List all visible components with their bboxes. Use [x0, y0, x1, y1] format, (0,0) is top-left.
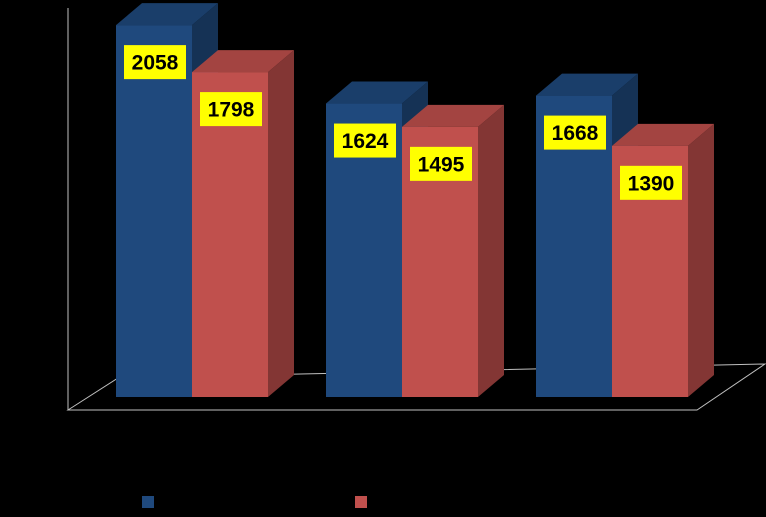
data-label-box [410, 146, 472, 181]
data-label-value: 1390 [628, 172, 675, 195]
data-label-value: 1624 [342, 130, 389, 153]
data-label-box [124, 45, 186, 80]
bar-top-face [612, 123, 714, 146]
bar-top-face [116, 3, 218, 26]
data-label-box [200, 92, 262, 127]
legend-swatch-series1 [142, 496, 154, 508]
bar-top-face [192, 50, 294, 73]
bar-front-face [116, 25, 192, 398]
bar-series2-cat1 [192, 50, 294, 397]
data-label-value: 1798 [208, 99, 255, 122]
data-label-box [544, 115, 606, 150]
bar-top-face [326, 81, 428, 104]
data-labels: 2058 1624 1668 1798 1495 1390 [124, 45, 682, 200]
floor-outline [66, 363, 766, 411]
bar-top-face [536, 73, 638, 96]
data-label: 2058 [124, 45, 186, 80]
bar-side-face [268, 50, 294, 397]
data-label: 1624 [334, 123, 396, 158]
bar-top-face [402, 104, 504, 127]
legend [142, 496, 367, 508]
bar-front-face [192, 72, 268, 397]
bar-side-face [478, 104, 504, 397]
legend-swatch-series2 [355, 496, 367, 508]
axes [66, 8, 766, 411]
data-label-box [334, 123, 396, 158]
data-label-value: 1668 [552, 122, 599, 145]
data-label-box [620, 165, 682, 200]
data-label: 1390 [620, 165, 682, 200]
data-label-value: 2058 [132, 52, 179, 75]
bar-series2-cat3 [612, 123, 714, 398]
data-label: 1495 [410, 146, 472, 181]
data-label-value: 1495 [418, 153, 465, 176]
data-label: 1798 [200, 92, 262, 127]
bars [116, 3, 714, 398]
bar-side-face [688, 123, 714, 398]
data-label: 1668 [544, 115, 606, 150]
